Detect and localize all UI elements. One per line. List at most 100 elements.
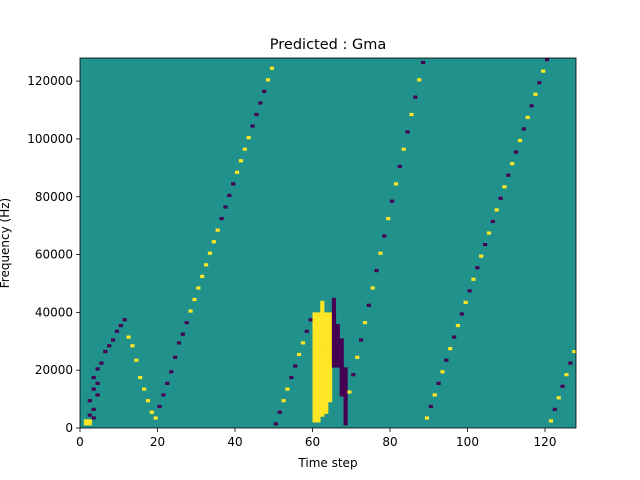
heatmap-cell	[339, 384, 344, 388]
heatmap-cell	[331, 358, 337, 362]
heatmap-cell	[324, 384, 329, 388]
heatmap-cell	[316, 373, 321, 377]
heatmap-cell	[320, 413, 325, 417]
heatmap-cell	[316, 341, 321, 345]
x-tick-label: 0	[76, 435, 84, 449]
heatmap-cell	[176, 341, 182, 345]
heatmap-cell	[91, 416, 96, 420]
heatmap-cell	[312, 407, 317, 411]
heatmap-cell	[556, 396, 561, 400]
heatmap-cell	[328, 329, 333, 333]
heatmap-cell	[316, 404, 321, 409]
heatmap-cell	[130, 344, 135, 348]
y-tick-label: 120000	[27, 74, 73, 88]
heatmap-cell	[316, 323, 321, 328]
heatmap-cell	[316, 370, 321, 374]
heatmap-cell	[335, 332, 340, 336]
heatmap-cell	[320, 396, 325, 400]
heatmap-cell	[111, 338, 116, 342]
heatmap-cell	[343, 422, 348, 426]
heatmap-cell	[331, 297, 337, 302]
heatmap-cell	[320, 401, 325, 406]
heatmap-cell	[331, 321, 337, 325]
heatmap-cell	[343, 413, 348, 417]
heatmap-cell	[568, 361, 573, 365]
heatmap-cell	[238, 159, 244, 163]
heatmap-cell	[328, 318, 333, 322]
heatmap-cell	[142, 387, 147, 391]
heatmap-cell	[343, 381, 348, 385]
heatmap-cell	[316, 407, 321, 411]
heatmap-cell	[312, 358, 317, 362]
heatmap-cell	[339, 370, 344, 374]
heatmap-cell	[320, 352, 325, 357]
heatmap-cell	[331, 347, 337, 351]
heatmap-cell	[312, 326, 317, 331]
heatmap-cell	[486, 231, 492, 235]
heatmap-cell	[266, 78, 271, 82]
heatmap-cell	[351, 373, 356, 377]
heatmap-cell	[316, 344, 321, 348]
heatmap-cell	[335, 349, 340, 354]
heatmap-cell	[362, 321, 368, 325]
heatmap-cell	[320, 393, 325, 397]
heatmap-cell	[320, 332, 325, 336]
heatmap-cell	[324, 364, 329, 368]
heatmap-cell	[343, 401, 348, 406]
heatmap-cell	[316, 375, 321, 380]
heatmap-cell	[331, 309, 337, 313]
x-axis-label: Time step	[297, 456, 357, 470]
heatmap-cell	[320, 349, 325, 354]
heatmap-cell	[320, 381, 325, 385]
heatmap-cell	[331, 312, 337, 316]
heatmap-cell	[331, 332, 337, 336]
heatmap-cell	[258, 101, 263, 105]
heatmap-cell	[161, 393, 166, 397]
heatmap-cell	[320, 378, 325, 383]
heatmap-cell	[328, 352, 333, 357]
heatmap-cell	[204, 263, 209, 267]
heatmap-cell	[324, 318, 329, 322]
heatmap-cell	[335, 352, 340, 357]
heatmap-cell	[343, 393, 348, 397]
heatmap-cell	[219, 216, 224, 221]
heatmap-cell	[273, 422, 278, 426]
heatmap-cell	[312, 387, 317, 391]
y-axis-label: Frequency (Hz)	[0, 198, 12, 289]
heatmap-cell	[316, 349, 321, 354]
heatmap-cell	[324, 315, 329, 319]
heatmap-cell	[157, 404, 162, 409]
heatmap-cell	[316, 367, 321, 371]
heatmap-cell	[324, 312, 329, 316]
heatmap-cell	[324, 390, 329, 394]
heatmap-cell	[316, 312, 321, 316]
heatmap-cell	[95, 393, 100, 397]
heatmap-cell	[355, 355, 360, 359]
heatmap-cell	[432, 393, 437, 397]
heatmap-cell	[320, 404, 325, 409]
heatmap-cell	[324, 323, 329, 328]
heatmap-cell	[211, 240, 216, 244]
heatmap-cell	[99, 361, 104, 365]
heatmap-cell	[316, 347, 321, 351]
heatmap-cell	[545, 58, 550, 62]
heatmap-cell	[312, 332, 317, 336]
plot-frame	[79, 57, 577, 429]
y-tick-label: 20000	[35, 363, 73, 377]
heatmap-cell	[320, 384, 325, 388]
heatmap-cell	[320, 312, 325, 316]
heatmap-cell	[91, 407, 96, 411]
heatmap-cell	[188, 309, 193, 313]
heatmap-cell	[316, 358, 321, 362]
heatmap-cell	[331, 329, 337, 333]
heatmap-cell	[320, 364, 325, 368]
heatmap-cell	[324, 347, 329, 351]
x-tick-label: 120	[534, 435, 557, 449]
heatmap-cell	[320, 367, 325, 371]
heatmap-cell	[370, 286, 375, 290]
heatmap-cell	[312, 323, 317, 328]
heatmap-cell	[328, 335, 333, 339]
heatmap-cell	[328, 390, 333, 394]
heatmap-cell	[436, 381, 441, 385]
